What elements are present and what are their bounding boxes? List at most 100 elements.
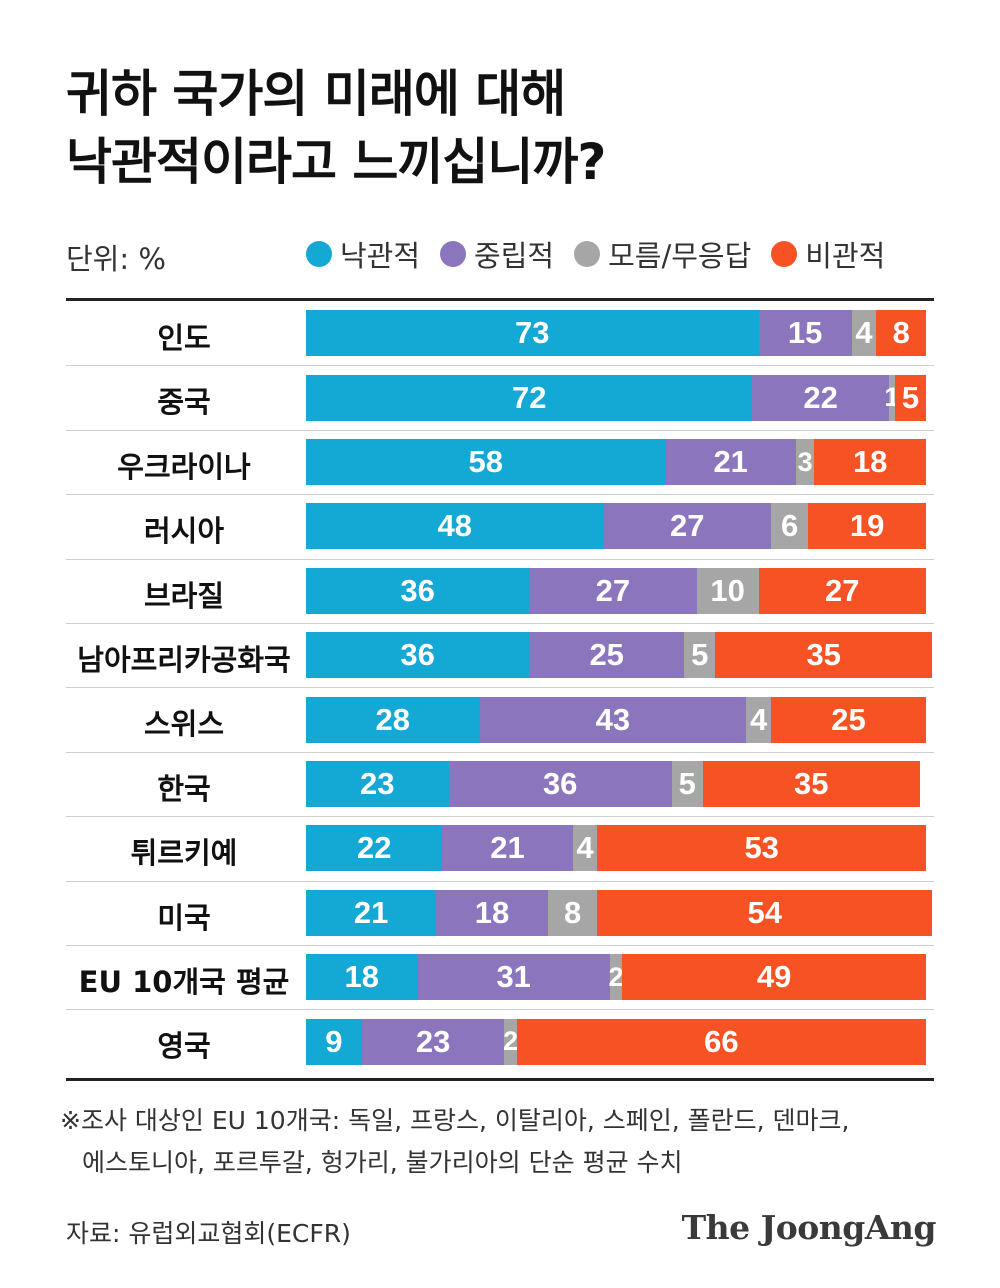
data-label: 72 (511, 379, 547, 415)
data-label: 27 (670, 508, 705, 544)
legend-label: 중립적 (474, 239, 555, 273)
bar-segment: 4 (572, 825, 598, 872)
data-label: 73 (515, 315, 550, 351)
data-label: 49 (756, 959, 792, 995)
bar-segment: 4 (746, 696, 771, 743)
data-label: 18 (474, 894, 510, 930)
data-label: 19 (849, 508, 885, 544)
category-label: 인도 (157, 321, 211, 355)
bar-segment: 31 (417, 954, 610, 1001)
row-separator (66, 945, 934, 946)
chart-title: 귀하 국가의 미래에 대해 낙관적이라고 느끼십니까? (66, 60, 946, 196)
bar-segment: 3 (795, 439, 815, 485)
bar-segment: 28 (306, 696, 480, 743)
bar-segment: 66 (516, 1018, 926, 1065)
category-label: 미국 (157, 900, 211, 935)
row-separator (66, 880, 934, 882)
bottom-rule (66, 1078, 934, 1081)
bar-segment: 5 (895, 374, 926, 421)
bar-segment: 25 (771, 696, 926, 743)
data-label: 35 (794, 766, 829, 801)
bar-segment: 15 (758, 310, 852, 357)
bar-segment: 21 (665, 439, 796, 485)
top-rule (66, 298, 934, 301)
legend-label: 낙관적 (340, 239, 421, 273)
data-label: 25 (589, 637, 624, 673)
data-label: 31 (496, 959, 531, 995)
bar-segment: 23 (361, 1018, 505, 1065)
bar-segment: 36 (306, 567, 530, 614)
category-label: 러시아 (143, 514, 225, 549)
legend-row: 단위: % 낙관적 중립적 모름/무응답 비관적 (66, 232, 946, 276)
row-separator (66, 558, 934, 560)
bar-segment: 18 (814, 439, 926, 485)
bar-segment: 10 (696, 567, 759, 614)
footnote: ※조사 대상인 EU 10개국: 독일, 프랑스, 이탈리아, 스페인, 폴란드… (60, 1100, 940, 1184)
bar-segment: 8 (876, 310, 926, 357)
data-label: 8 (892, 315, 910, 351)
data-label: 28 (375, 701, 411, 737)
bar-segment: 35 (715, 632, 933, 679)
legend: 낙관적 중립적 모름/무응답 비관적 (306, 232, 905, 276)
data-label: 48 (437, 508, 473, 544)
data-label: 58 (468, 444, 504, 479)
bar-segment: 22 (306, 825, 443, 872)
data-label: 18 (344, 959, 380, 995)
bar-segment: 2 (503, 1018, 519, 1065)
data-label: 53 (744, 830, 779, 866)
bar-segment: 27 (603, 503, 771, 550)
footnote-line-2: 에스토니아, 포르투갈, 헝가리, 불가리아의 단순 평균 수치 (82, 1148, 683, 1177)
data-label: 54 (747, 894, 783, 930)
bar-segment: 8 (547, 889, 598, 936)
category-label: 한국 (157, 771, 211, 806)
bar-segment: 73 (306, 310, 759, 357)
data-label: 36 (542, 766, 578, 801)
data-label: 6 (780, 508, 799, 544)
data-label: 21 (490, 830, 525, 866)
bar-segment: 6 (771, 503, 809, 550)
bar-segment: 58 (306, 439, 666, 485)
data-label: 25 (831, 701, 866, 737)
footnote-line-1: ※조사 대상인 EU 10개국: 독일, 프랑스, 이탈리아, 스페인, 폴란드… (60, 1106, 850, 1135)
bar-segment: 43 (479, 696, 747, 743)
bar-segment: 35 (702, 761, 920, 807)
category-label: 스위스 (143, 707, 225, 742)
legend-swatch (574, 241, 601, 267)
legend-item: 모름/무응답 (574, 233, 751, 275)
data-label: 36 (400, 637, 435, 673)
bar-segment: 9 (306, 1018, 362, 1065)
data-label: 22 (356, 830, 392, 866)
row-separator (66, 429, 934, 431)
data-label: 35 (806, 637, 841, 673)
data-label: 21 (713, 444, 748, 479)
row-separator (66, 1009, 934, 1011)
data-label: 9 (325, 1023, 343, 1059)
unit-label: 단위: % (66, 242, 166, 276)
bar-segment: 2 (608, 954, 624, 1001)
bar-segment: 18 (306, 954, 418, 1001)
data-label: 5 (901, 379, 920, 415)
data-label: 4 (576, 830, 594, 866)
bar-segment: 25 (529, 632, 685, 679)
data-label: 66 (704, 1023, 739, 1059)
bar-segment: 5 (684, 632, 716, 679)
data-label: 27 (825, 572, 860, 608)
legend-label: 모름/무응답 (608, 239, 752, 273)
category-label: 남아프리카공화국 (77, 643, 291, 677)
data-label: 15 (787, 315, 823, 351)
category-label: 튀르키예 (130, 836, 238, 871)
legend-swatch (440, 241, 467, 267)
category-label: EU 10개국 평균 (78, 965, 290, 999)
title-line-1: 귀하 국가의 미래에 대해 (66, 65, 566, 123)
legend-item: 낙관적 (306, 233, 420, 275)
bar-segment: 5 (671, 761, 703, 807)
row-separator (66, 751, 934, 753)
data-label: 2 (503, 1026, 519, 1057)
bar-segment: 36 (306, 632, 530, 679)
data-label: 10 (710, 572, 745, 608)
data-label: 4 (749, 701, 768, 737)
data-label: 8 (563, 894, 582, 930)
category-label: 중국 (157, 385, 211, 420)
legend-item: 비관적 (771, 233, 885, 275)
data-label: 23 (360, 766, 395, 801)
